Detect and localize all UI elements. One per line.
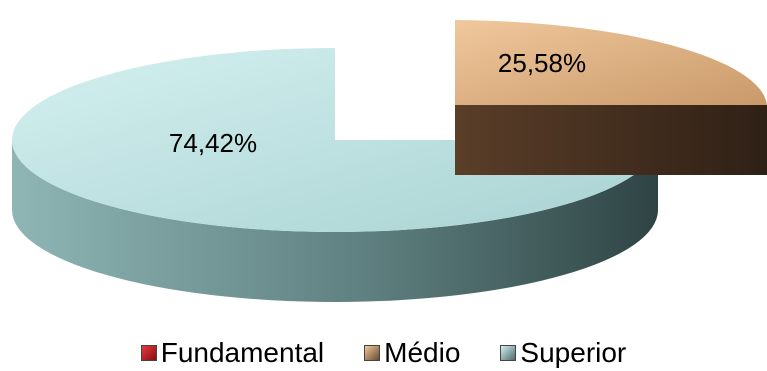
legend-item-fundamental: Fundamental (140, 337, 325, 369)
slice-medio-top (455, 20, 767, 105)
pie-chart: 25,58% 74,42% (12, 20, 767, 302)
legend-label-medio: Médio (384, 337, 461, 368)
data-label-medio: 25,58% (498, 48, 586, 78)
legend-swatch-medio (364, 345, 381, 361)
legend-label-superior: Superior (520, 337, 627, 368)
legend-swatch-fundamental (140, 345, 157, 361)
legend-swatch-superior (500, 345, 517, 361)
legend-label-fundamental: Fundamental (160, 337, 325, 368)
chart-legend: Fundamental Médio Superior (0, 335, 767, 371)
legend-item-superior: Superior (500, 337, 626, 369)
legend-item-medio: Médio (364, 337, 460, 369)
slice-superior-top (12, 48, 658, 232)
slice-medio-side (455, 105, 767, 175)
slice-superior-side (12, 140, 658, 302)
pie-chart-svg: 25,58% 74,42% (12, 20, 767, 302)
slice-medio (455, 20, 767, 175)
data-label-superior: 74,42% (169, 128, 257, 158)
slice-superior (12, 48, 658, 302)
